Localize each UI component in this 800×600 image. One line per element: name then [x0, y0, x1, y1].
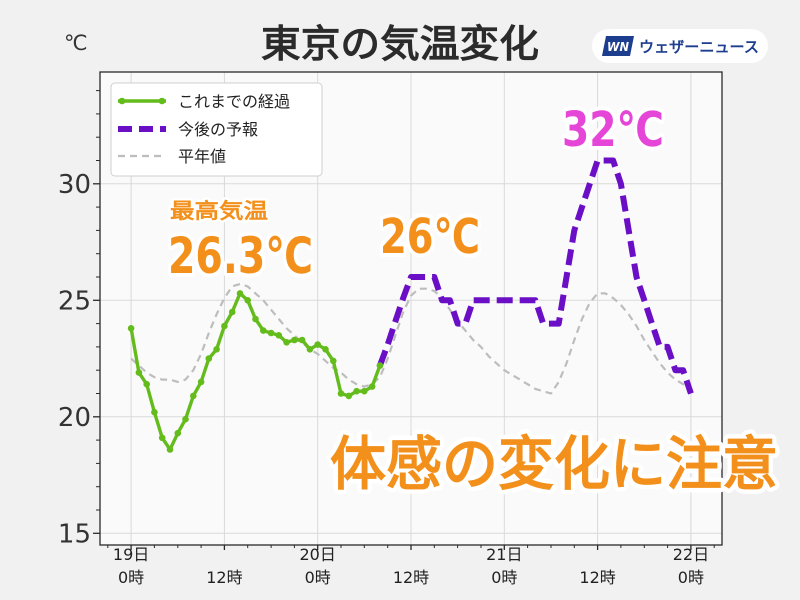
observed-point	[283, 339, 290, 346]
axis-tick-labels: 15 20 25 30 19日 0時 12時 20日 0時 12時 21日 0時 12時 22日 0時	[58, 170, 709, 587]
observed-point	[135, 369, 143, 376]
legend-label-forecast: 今後の予報	[178, 120, 258, 139]
logo-mark-text: WN	[607, 40, 629, 54]
axis-ticks	[93, 90, 715, 550]
observed-point	[143, 380, 150, 388]
x-tick-hour-label: 0時	[118, 568, 144, 587]
x-tick-hour-label: 0時	[491, 568, 517, 587]
chart-title: 東京の気温変化	[261, 22, 539, 66]
y-unit-label: ℃	[64, 31, 88, 55]
forecast-high-day3: 32℃	[562, 102, 664, 158]
legend-label-observed: これまでの経過	[178, 92, 290, 111]
observed-point	[174, 429, 182, 437]
forecast-series-line	[377, 157, 694, 395]
legend-box	[110, 82, 323, 177]
observed-point	[158, 434, 166, 442]
observed-point	[353, 387, 360, 395]
observed-point	[221, 322, 228, 330]
legend-label-normal: 平年値	[178, 147, 226, 166]
x-tick-day-label: 19日	[113, 545, 149, 564]
y-tick-label: 30	[58, 170, 91, 200]
observed-point	[205, 355, 213, 362]
x-tick-hour-label: 0時	[678, 568, 704, 587]
observed-point	[190, 392, 197, 400]
x-tick-day-label: 21日	[486, 545, 522, 564]
observed-point	[260, 327, 267, 334]
observed-point	[244, 297, 251, 304]
x-tick-hour-label: 0時	[305, 568, 331, 587]
x-tick-day-label: 22日	[673, 545, 709, 564]
observed-point	[166, 446, 174, 453]
observed-point	[361, 387, 368, 395]
legend-observed-marker	[118, 97, 126, 105]
observed-point	[306, 346, 314, 353]
annotations: 最高気温 26.3℃ 26℃ 32℃ 体感の変化に注意	[164, 98, 783, 503]
observed-point	[376, 362, 384, 369]
y-tick-label: 20	[58, 403, 91, 433]
observed-point	[330, 357, 337, 365]
observed-point	[228, 308, 236, 316]
logo-background	[592, 29, 768, 63]
observed-point	[182, 415, 189, 423]
x-tick-hour-label: 12時	[206, 568, 242, 587]
observed-point	[337, 390, 345, 397]
x-tick-hour-label: 12時	[393, 568, 429, 587]
observed-point	[213, 346, 220, 353]
observed-point	[322, 346, 329, 353]
wn-logo-icon	[602, 36, 634, 56]
observed-point	[267, 329, 275, 337]
observed-point	[197, 378, 205, 386]
caution-message: 体感の変化に注意	[330, 430, 778, 498]
logo-text: ウェザーニュース	[639, 38, 759, 56]
observed-point	[314, 341, 322, 348]
observed-point	[368, 383, 376, 390]
legend-observed-marker	[158, 97, 166, 105]
observed-point	[127, 325, 135, 332]
normal-series-line	[130, 282, 692, 395]
x-tick-hour-label: 12時	[579, 568, 615, 587]
observed-point	[236, 290, 244, 297]
x-tick-day-label: 20日	[300, 545, 336, 564]
legend: これまでの経過 今後の予報 平年値	[110, 82, 323, 177]
y-tick-label: 15	[58, 519, 91, 549]
max-temp-caption: 最高気温	[170, 199, 268, 223]
max-temp-value: 26.3℃	[168, 227, 313, 285]
observed-point	[291, 336, 298, 344]
observed-point	[345, 392, 353, 400]
observed-point	[275, 332, 283, 339]
y-tick-label: 25	[58, 286, 91, 316]
observed-point	[252, 315, 259, 323]
forecast-high-day2: 26℃	[380, 209, 480, 265]
observed-point	[151, 408, 158, 416]
observed-markers	[127, 290, 384, 453]
weathernews-logo: WN ウェザーニュース	[592, 29, 768, 63]
observed-point	[298, 336, 306, 344]
